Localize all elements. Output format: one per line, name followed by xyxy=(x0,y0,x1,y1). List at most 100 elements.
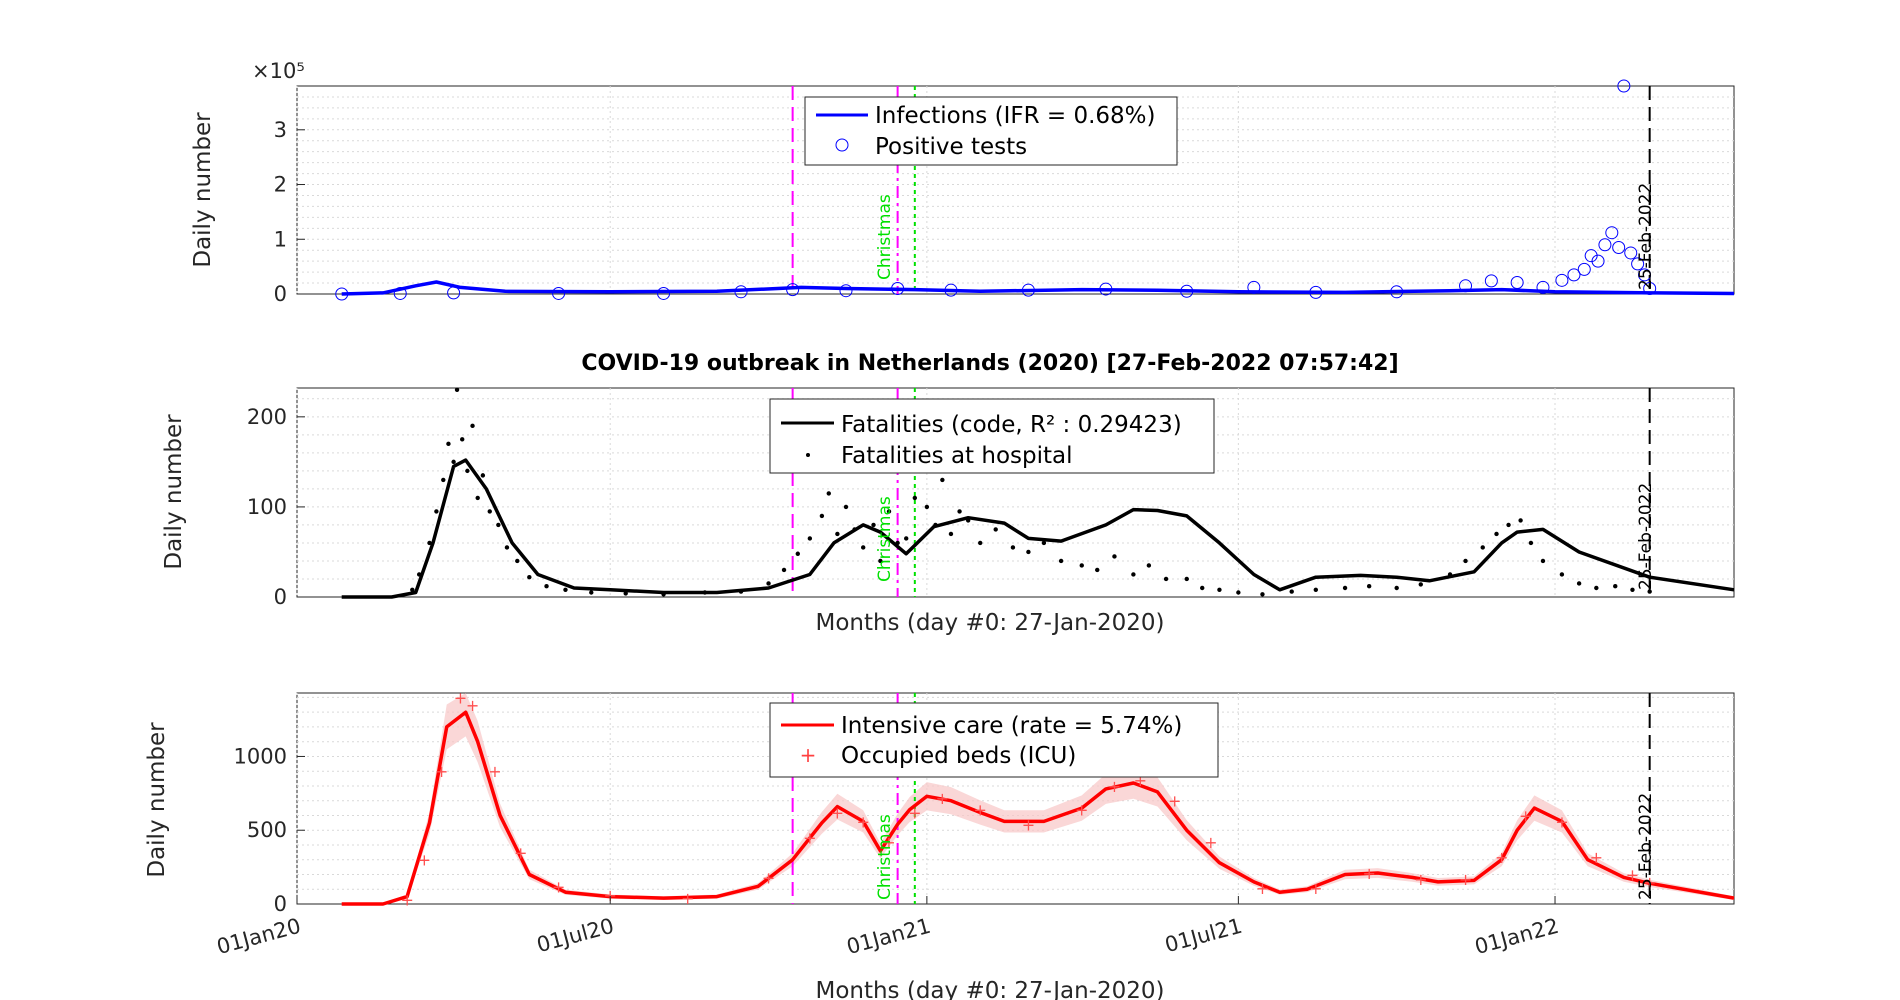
panel-infections-yticks: 0 1 2 3 xyxy=(274,118,305,306)
hospital-fatality-point xyxy=(1146,563,1152,568)
hospital-fatality-point xyxy=(434,509,439,514)
icu-bed-point: + xyxy=(1495,848,1508,867)
hospital-fatality-point xyxy=(924,504,930,510)
hospital-fatality-point xyxy=(852,527,857,532)
hospital-fatality-point xyxy=(766,581,771,586)
positive-test-point xyxy=(734,285,748,299)
x-tick-label: 01Jan22 xyxy=(1472,914,1561,959)
positive-test-point xyxy=(335,287,349,301)
hospital-fatality-point xyxy=(993,527,998,532)
hospital-fatality-point xyxy=(427,540,432,546)
hospital-fatality-point xyxy=(563,587,568,592)
y-tick-label: 200 xyxy=(247,405,287,429)
infections-legend-circle-swatch xyxy=(835,138,849,152)
icu-beds-legend-label: Occupied beds (ICU) xyxy=(841,743,1076,769)
hospital-fatality-point xyxy=(465,468,470,474)
positive-test-point xyxy=(1180,284,1194,298)
positive-test-point xyxy=(1555,273,1569,287)
y-tick-label: 2 xyxy=(274,173,287,197)
fatalities-christmas-label: Christmas xyxy=(875,496,895,582)
positive-test-point xyxy=(1605,226,1619,240)
icu-bed-point: + xyxy=(466,696,479,715)
icu-bed-point: + xyxy=(552,877,565,896)
icu-bed-point: + xyxy=(936,789,949,808)
positive-test-point xyxy=(1510,276,1524,290)
positive-test-point xyxy=(1643,282,1657,296)
hospital-fatality-point xyxy=(1480,545,1485,550)
icu-legend-plus-swatch: + xyxy=(800,743,817,767)
icu-bed-point: + xyxy=(803,829,816,848)
positive-test-point xyxy=(944,283,958,297)
positive-test-point xyxy=(1021,283,1035,297)
icu-christmas-label: Christmas xyxy=(875,814,895,900)
hospital-fatality-point xyxy=(1236,590,1241,595)
infections-christmas-label: Christmas xyxy=(875,194,895,280)
hospital-fatality-point xyxy=(460,437,465,442)
infections-legend-label: Infections (IFR = 0.68%) xyxy=(875,103,1156,129)
hospital-fatality-point xyxy=(410,587,415,592)
icu-bed-point: + xyxy=(882,833,895,852)
positive-test-point xyxy=(786,283,800,297)
fatalities-hospital-legend-label: Fatalities at hospital xyxy=(841,443,1073,469)
icu-bed-point: + xyxy=(454,688,467,707)
hospital-fatality-point xyxy=(1594,585,1599,591)
hospital-fatality-point xyxy=(1518,518,1523,523)
hospital-fatality-point xyxy=(454,387,460,393)
hospital-fatality-point xyxy=(1131,572,1136,577)
y-tick-label: 1 xyxy=(274,227,287,251)
icu-bed-point: + xyxy=(1414,870,1427,889)
hospital-fatality-point xyxy=(1095,567,1100,573)
panel-icu-xticks: 01Jan20 01Jul20 01Jan21 01Jul21 01Jan22 xyxy=(214,896,1561,959)
hospital-fatality-point xyxy=(1647,589,1652,594)
icu-bed-point: + xyxy=(1256,879,1269,898)
hospital-fatality-point xyxy=(487,509,492,514)
hospital-fatality-point xyxy=(416,572,422,577)
hospital-fatality-point xyxy=(475,495,480,501)
positive-test-point xyxy=(1390,285,1404,299)
icu-bed-point: + xyxy=(400,891,413,910)
icu-x-axis-label: Months (day #0: 27-Jan-2020) xyxy=(815,978,1164,1000)
hospital-fatality-point xyxy=(1026,549,1031,555)
hospital-fatality-point xyxy=(1613,583,1618,589)
y-tick-label: 3 xyxy=(274,118,287,142)
positive-test-point xyxy=(1617,79,1631,93)
icu-bed-point: + xyxy=(1309,879,1322,898)
x-tick-label: 01Jul20 xyxy=(534,914,616,958)
positive-test-point xyxy=(1309,285,1323,299)
hospital-fatality-point xyxy=(1506,522,1511,528)
icu-bed-point: + xyxy=(974,801,987,820)
hospital-fatality-point xyxy=(1217,587,1222,592)
positive-test-point xyxy=(1638,268,1652,282)
fatalities-x-axis-label: Months (day #0: 27-Jan-2020) xyxy=(815,610,1164,636)
icu-bed-point: + xyxy=(831,804,844,823)
icu-bed-point: + xyxy=(1168,792,1181,811)
icu-bed-point: + xyxy=(1108,777,1121,796)
panel-infections: 0 1 2 3 ×10⁵ Daily number Infections (IFR =… xyxy=(190,59,1735,306)
hospital-fatality-point xyxy=(1200,585,1205,591)
fatalities-legend-label: Fatalities (code, R² : 0.29423) xyxy=(841,412,1182,438)
hospital-fatality-point xyxy=(826,491,831,496)
hospital-fatality-point xyxy=(441,477,446,483)
hospital-fatality-point xyxy=(895,540,900,546)
hospital-fatality-point xyxy=(1559,572,1565,577)
hospital-fatality-point xyxy=(912,495,918,501)
positive-test-point xyxy=(1598,238,1612,252)
x-tick-label: 01Jul21 xyxy=(1162,914,1244,958)
hospital-fatality-point xyxy=(515,558,520,564)
hospital-fatality-point xyxy=(480,473,486,478)
x-tick-label: 01Jan21 xyxy=(844,914,933,959)
infections-legend-box xyxy=(804,96,1178,166)
positive-test-point xyxy=(839,284,853,298)
positive-test-point xyxy=(447,286,461,300)
hospital-fatality-point xyxy=(661,592,666,597)
icu-legend-label: Intensive care (rate = 5.74%) xyxy=(841,713,1182,739)
icu-bed-point: + xyxy=(1075,801,1088,820)
hospital-fatality-point xyxy=(807,536,813,541)
icu-bed-point: + xyxy=(1626,865,1639,884)
hospital-fatality-point xyxy=(933,522,938,528)
figure-title: COVID-19 outbreak in Netherlands (2020) … xyxy=(581,351,1398,376)
hospital-fatality-point xyxy=(1418,582,1423,587)
icu-today-label: 25-Feb-2022 xyxy=(1636,793,1656,900)
icu-bed-point: + xyxy=(908,804,921,823)
